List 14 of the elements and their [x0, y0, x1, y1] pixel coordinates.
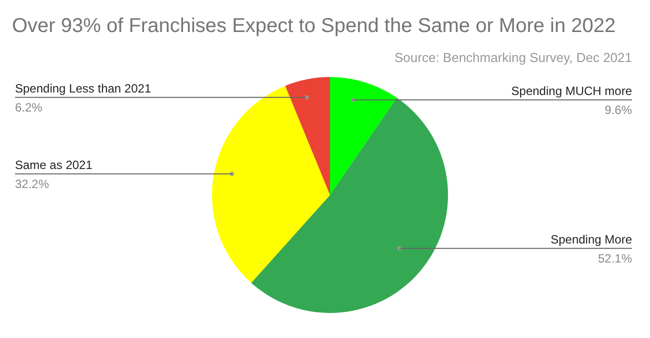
data-label: 9.6% [604, 102, 632, 117]
chart-subtitle: Source: Benchmarking Survey, Dec 2021 [394, 50, 632, 65]
pie-slice [285, 77, 330, 195]
data-label: 32.2% [15, 176, 50, 191]
pie-slice [251, 98, 448, 313]
slice-label: Spending Less than 2021 [15, 81, 152, 96]
data-label: 6.2% [15, 100, 43, 114]
slice-label: Spending More [550, 232, 632, 246]
slice-label: Same as 2021 [15, 158, 93, 172]
chart-title: Over 93% of Franchises Expect to Spend the Same or More in 2022 [12, 15, 616, 37]
slice-label: Spending MUCH more [511, 84, 632, 98]
pie-slice [212, 86, 330, 283]
data-label: 52.1% [598, 251, 632, 266]
pie-slice [330, 77, 397, 195]
